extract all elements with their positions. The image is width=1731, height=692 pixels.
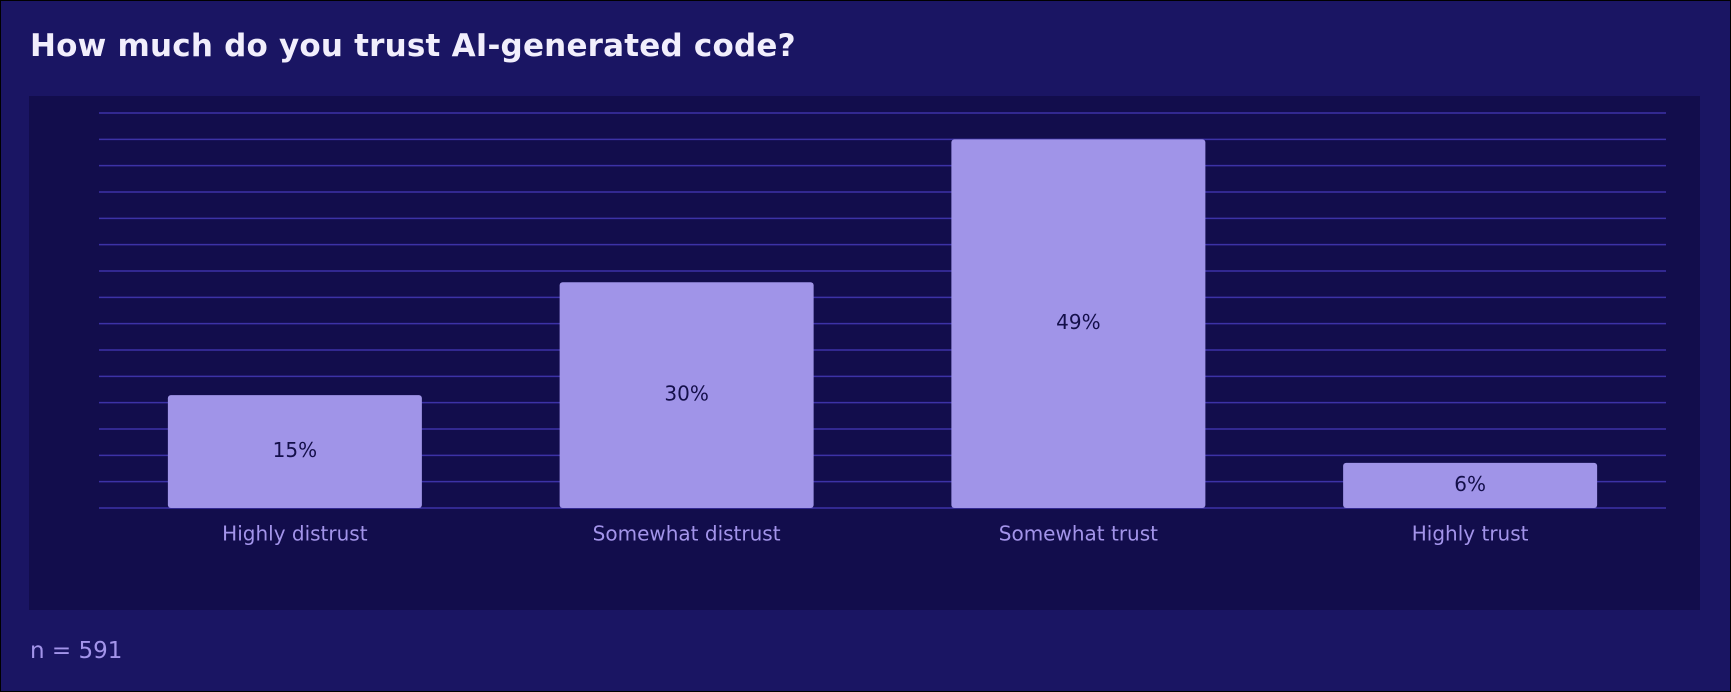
bar-value-label: 30%	[664, 382, 708, 406]
bar	[1343, 462, 1598, 508]
chart-title: How much do you trust AI-generated code?	[30, 28, 796, 64]
plot-area: 15% Highly distrust 30% Somewhat distrust 49…	[29, 96, 1700, 610]
bar	[951, 139, 1206, 508]
bar	[167, 395, 422, 508]
bar-value-label: 6%	[1454, 472, 1486, 496]
x-tick-label: Somewhat distrust	[593, 522, 781, 546]
bar-value-label: 49%	[1056, 310, 1100, 334]
x-tick-label: Somewhat trust	[999, 522, 1158, 546]
bar-value-label: 15%	[273, 438, 317, 462]
bar-chart: 15% Highly distrust 30% Somewhat distrust 49…	[99, 112, 1666, 546]
bar	[559, 282, 814, 508]
x-tick-label: Highly trust	[1412, 522, 1529, 546]
x-tick-label: Highly distrust	[222, 522, 368, 546]
sample-size-note: n = 591	[30, 638, 123, 664]
